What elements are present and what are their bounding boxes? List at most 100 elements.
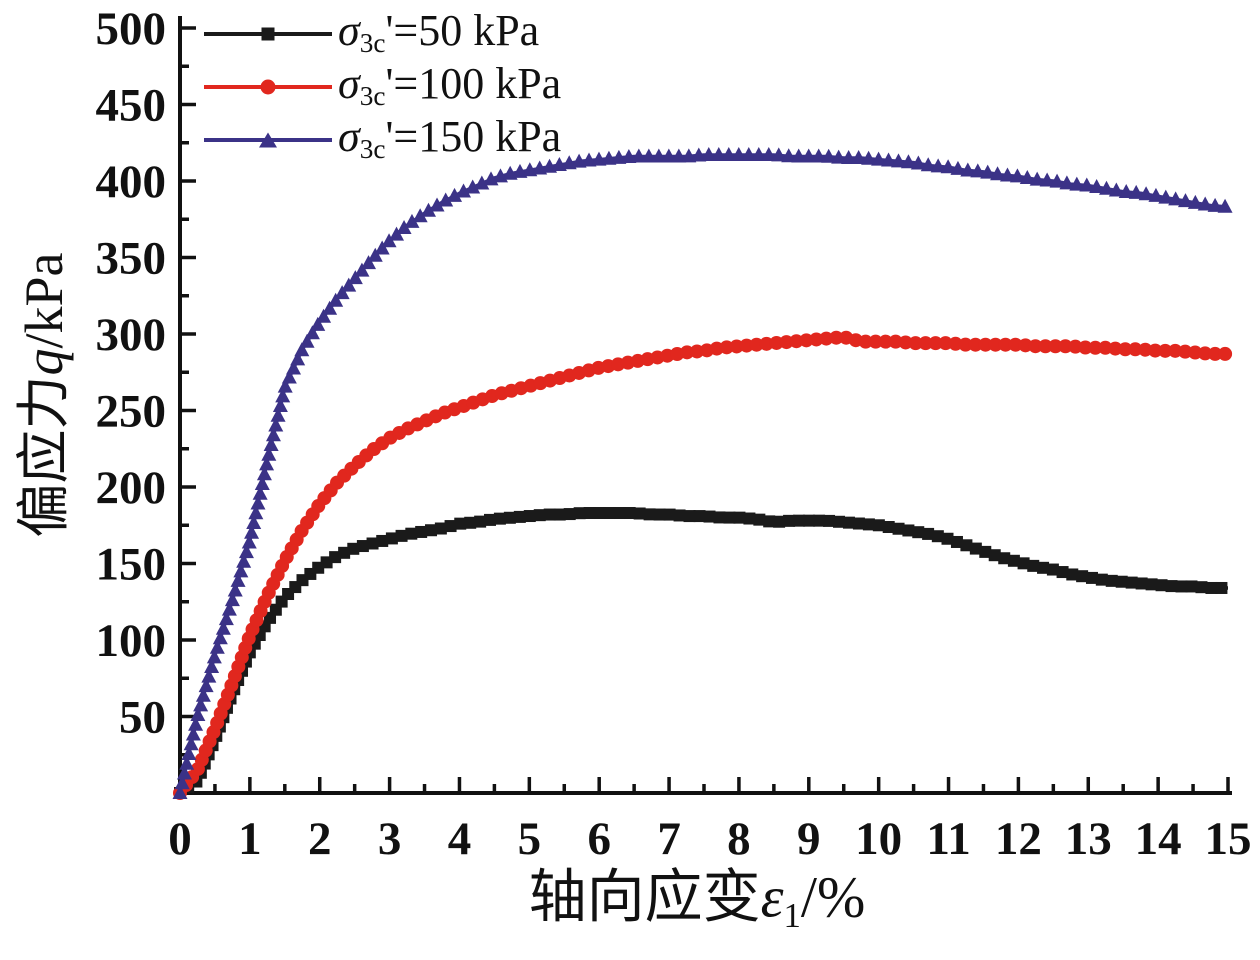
curve-marker-square	[753, 513, 766, 526]
curve-marker-square	[653, 508, 666, 521]
curve-marker-circle	[1038, 339, 1053, 354]
curve-marker-square	[882, 521, 895, 534]
curve-marker-square	[513, 510, 526, 523]
curve-marker-circle	[1118, 342, 1133, 357]
curve-marker-circle	[918, 336, 933, 351]
curve-marker-triangle	[268, 417, 284, 432]
x-tick-label: 0	[168, 813, 192, 865]
curve-marker-square	[474, 515, 487, 528]
curve-marker-square	[1056, 566, 1069, 579]
curve-marker-triangle	[176, 765, 192, 780]
curve-marker-triangle	[389, 226, 405, 241]
curve-marker-square	[931, 530, 944, 543]
curve-marker-triangle	[970, 163, 986, 178]
curve-marker-square	[673, 509, 686, 522]
y-tick-label: 250	[96, 386, 167, 438]
curve-marker-triangle	[367, 247, 383, 262]
curve-marker-triangle	[193, 697, 209, 712]
curve-marker-triangle	[190, 707, 206, 722]
curve-marker-square	[1175, 580, 1188, 593]
curve-marker-square	[405, 527, 418, 540]
curve-marker-triangle	[224, 592, 240, 607]
curve-marker-triangle	[980, 164, 996, 179]
curve-marker-triangle	[771, 147, 787, 162]
y-tick-label: 50	[119, 692, 166, 744]
curve-marker-triangle	[396, 220, 412, 235]
x-axis-title-cn: 轴向应变	[528, 864, 761, 930]
curve-marker-square	[683, 510, 696, 523]
curve-marker-square	[803, 514, 816, 527]
curve-marker-triangle	[681, 148, 697, 163]
curve-marker-circle	[1088, 340, 1103, 355]
x-tick-label: 3	[378, 813, 402, 865]
curve-marker-triangle	[281, 369, 297, 384]
curve-marker-triangle	[811, 148, 827, 163]
curve-marker-square	[1205, 581, 1218, 594]
legend-line-swatch	[204, 79, 332, 94]
curve-marker-triangle	[277, 378, 293, 393]
curve-marker-circle	[1048, 339, 1063, 354]
curve-marker-triangle	[1019, 169, 1035, 184]
curve-marker-square	[633, 507, 646, 520]
q-symbol: q	[14, 348, 74, 376]
curve-marker-triangle	[731, 146, 747, 161]
curve-marker-circle	[908, 336, 923, 351]
curve-marker-triangle	[261, 446, 277, 461]
curve-marker-circle	[1198, 346, 1213, 361]
curve-marker-square	[493, 512, 506, 525]
curve-marker-triangle	[611, 149, 627, 164]
curve-marker-triangle	[263, 436, 279, 451]
curve-marker-triangle	[1029, 171, 1045, 186]
curve-marker-square	[603, 507, 616, 520]
curve-marker-square	[434, 522, 447, 535]
curve-marker-triangle	[950, 160, 966, 175]
curve-marker-square	[1115, 575, 1128, 588]
curve-marker-triangle	[429, 197, 445, 212]
curve-marker-triangle	[1177, 193, 1193, 208]
curve-marker-triangle	[1187, 194, 1203, 209]
curve-marker-triangle	[1079, 177, 1095, 192]
curve-marker-triangle	[275, 388, 291, 403]
curve-marker-triangle	[286, 360, 302, 375]
curve-marker-triangle	[404, 213, 420, 228]
curve-marker-triangle	[230, 572, 246, 587]
curve-marker-circle	[868, 334, 883, 349]
curve-marker-square	[783, 514, 796, 527]
curve-marker-square	[613, 507, 626, 520]
x-tick-label: 14	[1135, 813, 1182, 865]
curve-marker-square	[533, 509, 546, 522]
curve-marker-square	[347, 542, 360, 555]
curve-marker-triangle	[631, 148, 647, 163]
curve-marker-square	[912, 526, 925, 539]
series--3c-100-kpa	[173, 330, 1233, 800]
curve-marker-circle	[1058, 339, 1073, 354]
curve-marker-triangle	[294, 342, 310, 357]
curve-marker-triangle	[1148, 187, 1164, 202]
curve-marker-square	[998, 552, 1011, 565]
curve-marker-triangle	[1197, 196, 1213, 211]
curve-marker-triangle	[751, 146, 767, 161]
y-tick-label: 200	[96, 462, 167, 514]
curve-marker-square	[979, 545, 992, 558]
curve-marker-triangle	[438, 192, 454, 207]
curve-marker-triangle	[456, 183, 472, 198]
curve-marker-circle	[878, 334, 893, 349]
curve-marker-triangle	[259, 456, 275, 471]
curve-marker-square	[523, 510, 536, 523]
legend-entry-150kpa: σ3c'=150 kPa	[204, 113, 561, 166]
curve-marker-triangle	[1108, 182, 1124, 197]
sigma-symbol: σ	[338, 59, 360, 109]
curve-marker-triangle	[304, 325, 320, 340]
x-tick-label: 11	[926, 813, 970, 865]
curve-marker-triangle	[334, 285, 350, 300]
curve-marker-triangle	[791, 148, 807, 163]
curve-marker-triangle	[851, 150, 867, 165]
curve-marker-triangle	[591, 151, 607, 166]
curve-marker-triangle	[185, 726, 201, 741]
curve-marker-triangle	[290, 351, 306, 366]
curve-marker-square	[733, 511, 746, 524]
curve-marker-triangle	[354, 262, 370, 277]
legend-label: σ3c'=100 kPa	[338, 62, 561, 110]
